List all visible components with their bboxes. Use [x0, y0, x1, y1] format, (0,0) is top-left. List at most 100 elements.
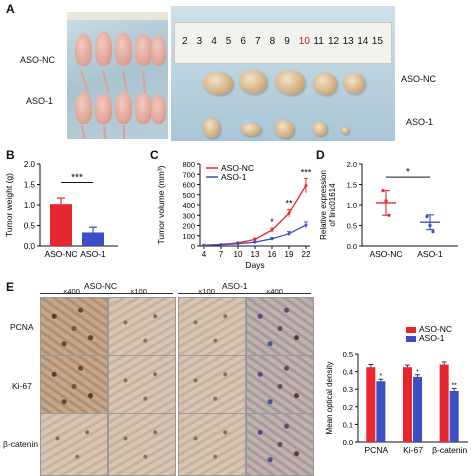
mouse-tail — [122, 70, 128, 93]
y-tick-label: 300 — [182, 211, 195, 220]
mice-ruler — [67, 12, 168, 20]
ruler-number: 11 — [313, 36, 324, 47]
ihc-row-label-ki67: Ki-67 — [12, 381, 32, 391]
legend-swatch — [406, 336, 416, 342]
y-tick-label: 0.0 — [24, 242, 36, 251]
tumor-aso-1 — [313, 122, 327, 136]
ruler-number: 6 — [240, 36, 246, 47]
tumor-aso-nc — [239, 70, 267, 94]
ruler-number: 7 — [255, 36, 261, 47]
data-point — [425, 214, 429, 219]
panel-label-a: A — [6, 2, 15, 16]
mouse — [135, 93, 152, 124]
y-tick-label: 0 — [191, 242, 195, 251]
mouse — [95, 32, 112, 66]
x-tick-label: 13 — [251, 250, 260, 259]
mouse — [151, 95, 166, 124]
ihc-image — [40, 413, 108, 476]
x-tick-label: Ki-67 — [403, 445, 423, 455]
data-point — [236, 242, 240, 246]
y-tick-label: 0.5 — [343, 350, 353, 359]
tumor-aso-1 — [275, 120, 294, 138]
y-tick-label: 200 — [182, 222, 195, 231]
chart-b-tumor-weight: 0.0 0.5 1.0 1.5 2.0 Tumor weight (g) ASO-NC ASO… — [4, 160, 118, 259]
x-tick-label: 7 — [219, 250, 224, 259]
tumor-photo — [171, 6, 395, 141]
ruler-number: 15 — [371, 36, 383, 47]
mouse-tail — [102, 70, 110, 93]
ihc-header-aso-1: ASO-1 — [222, 281, 248, 291]
tumor-aso-nc — [203, 72, 233, 95]
mouse-tail — [80, 70, 90, 93]
data-point — [219, 243, 223, 247]
panel-label-d: D — [316, 148, 325, 162]
mice-label-aso-1: ASO-1 — [26, 96, 54, 106]
y-tick-label: 100 — [182, 232, 195, 241]
x-tick-label: ASO-1 — [80, 249, 106, 259]
significance-label: ** — [451, 382, 457, 389]
ruler-number: 12 — [328, 36, 340, 47]
y-axis-label: Relative expression — [319, 170, 328, 240]
ruler-number: 5 — [225, 36, 232, 47]
ihc-image — [178, 297, 246, 360]
ruler-number: 2 — [182, 36, 188, 47]
bar — [376, 381, 386, 442]
panel-label-c: C — [150, 148, 159, 162]
y-tick-label: 0.2 — [343, 403, 353, 412]
y-tick-label: 0.3 — [343, 385, 353, 394]
tumor-label-aso-1: ASO-1 — [406, 117, 434, 127]
ruler-number: 8 — [269, 36, 276, 47]
data-point — [387, 213, 391, 217]
ruler-number: 10 — [298, 36, 310, 47]
legend-label: ASO-NC — [419, 324, 452, 334]
mouse — [75, 34, 92, 66]
ihc-image — [108, 413, 176, 476]
ihc-image — [246, 413, 314, 476]
mouse — [151, 36, 166, 66]
mouse — [135, 34, 152, 66]
ihc-row-label-beta-catenin: β-catenin — [3, 439, 39, 449]
ihc-header-line-aso-nc — [40, 293, 173, 294]
ihc-header-aso-nc: ASO-NC — [84, 281, 118, 291]
legend-label: ASO-1 — [419, 333, 445, 343]
ihc-image — [40, 297, 108, 360]
ihc-header-line-aso-1 — [178, 293, 311, 294]
mouse — [75, 92, 92, 124]
bar — [82, 232, 104, 246]
x-axis-label: Days — [245, 260, 264, 270]
ihc-image — [108, 355, 176, 418]
bar — [449, 390, 459, 442]
legend-label: ASO-1 — [221, 172, 247, 182]
mouse-tail — [123, 125, 125, 139]
bar — [403, 367, 412, 442]
y-tick-label: 2.0 — [347, 160, 357, 169]
ihc-image — [246, 355, 314, 418]
bar — [50, 204, 72, 246]
x-tick-label: ASO-1 — [417, 249, 443, 259]
ihc-row-label-pcna: PCNA — [10, 322, 34, 332]
significance-label: * — [270, 217, 274, 227]
mice-label-aso-nc: ASO-NC — [20, 55, 56, 65]
magnification-label: ×100 — [130, 287, 147, 296]
data-point — [253, 240, 257, 244]
legend-swatch — [406, 327, 416, 333]
y-tick-label: 0.5 — [24, 222, 36, 231]
y-axis-label: of linc01614 — [328, 183, 337, 227]
tumor-aso-1 — [203, 118, 220, 138]
significance-label: ** — [285, 199, 293, 209]
x-tick-label: 19 — [285, 250, 294, 259]
data-point — [384, 199, 388, 203]
data-point — [270, 237, 274, 241]
chart-d-relative-expression: 0.0 0.5 1.0 1.5 2.0 Relative expression of lin… — [319, 160, 458, 259]
y-tick-label: 1.0 — [347, 201, 357, 210]
tumor-aso-nc — [275, 70, 305, 95]
mouse-tail — [103, 124, 107, 139]
x-tick-label: 10 — [234, 250, 243, 259]
magnification-label: ×400 — [63, 287, 80, 296]
panel-label-b: B — [6, 148, 15, 162]
y-tick-label: 1.5 — [24, 181, 36, 190]
bar — [366, 367, 376, 442]
significance-label: *** — [301, 167, 312, 177]
y-axis-label: Tumor weight (g) — [4, 173, 14, 237]
ruler-number: 13 — [342, 36, 354, 47]
